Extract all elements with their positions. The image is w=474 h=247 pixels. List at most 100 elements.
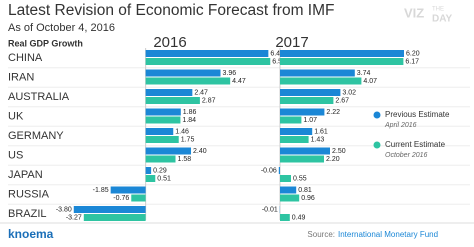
brand: knoema (8, 227, 54, 241)
bar (280, 214, 290, 221)
bar (280, 116, 302, 124)
bar (145, 89, 193, 96)
bar (280, 97, 334, 104)
logo-text: THE (432, 7, 444, 13)
bar (280, 108, 325, 116)
value-label: 1.43 (311, 137, 325, 144)
value-label: 2.22 (326, 109, 340, 116)
bar (145, 147, 192, 155)
bar (280, 128, 313, 135)
bar (145, 69, 221, 77)
value-label: Real GDP Growth (8, 38, 83, 48)
value-label: 6.59 (272, 59, 286, 66)
value-label: 4.07 (363, 78, 377, 85)
value-label: 1.61 (314, 129, 328, 136)
bar (278, 167, 280, 174)
value-label: 0.81 (298, 187, 312, 194)
legend-label: Current Estimate (385, 140, 446, 149)
bar (145, 58, 271, 65)
value-label: 2.40 (193, 148, 207, 155)
value-label: 3.02 (342, 90, 356, 97)
bar (145, 155, 176, 163)
logo-text: VIZ (404, 5, 424, 20)
bar (145, 77, 231, 85)
bar (280, 136, 309, 143)
bar (145, 175, 156, 182)
value-label: 0.51 (157, 176, 171, 183)
legend-marker (373, 111, 381, 119)
value-label: 2.47 (194, 90, 208, 97)
bar (280, 175, 291, 182)
legend-period: April 2016 (384, 122, 417, 129)
source: International Monetary Fund (338, 230, 438, 239)
bar (145, 128, 174, 135)
chart-title: Latest Revision of Economic Forecast fro… (8, 2, 334, 19)
value-label: 2.67 (335, 98, 349, 105)
value-label: -1.85 (93, 187, 109, 194)
value-label: 1.46 (175, 129, 189, 136)
bar (145, 50, 269, 57)
bar (280, 58, 404, 65)
category-label: JAPAN (8, 169, 43, 181)
bar (145, 116, 181, 124)
value-label: 0.49 (292, 215, 306, 222)
value-label: -0.76 (113, 195, 129, 202)
bar (145, 108, 181, 116)
value-label: 2.50 (332, 148, 346, 155)
value-label: 6.20 (406, 51, 420, 58)
value-label: 2.20 (326, 156, 340, 163)
panel-title: 2017 (275, 34, 308, 51)
category-label: UK (8, 110, 24, 122)
value-label: -0.06 (261, 168, 277, 175)
chart-subtitle: As of October 4, 2016 (8, 22, 115, 34)
source-label: Source: (307, 230, 335, 239)
logo-text: DAY (432, 14, 453, 25)
value-label: 1.86 (183, 109, 197, 116)
category-label: BRAZIL (8, 208, 47, 220)
value-label: 3.74 (357, 70, 371, 77)
bar (280, 77, 362, 85)
category-label: IRAN (8, 71, 34, 83)
value-label: 2.87 (202, 98, 216, 105)
category-label: AUSTRALIA (8, 91, 70, 103)
bar (73, 206, 146, 213)
bar (145, 136, 179, 143)
value-label: 1.07 (303, 117, 317, 124)
bar (280, 186, 297, 194)
bar (280, 89, 341, 96)
bar (280, 50, 404, 57)
legend-label: Previous Estimate (385, 110, 450, 119)
value-label: 6.49 (270, 51, 284, 58)
value-label: -3.27 (66, 215, 82, 222)
value-label: 1.75 (181, 137, 195, 144)
bar (83, 214, 146, 221)
bar (131, 194, 146, 202)
bar (280, 155, 324, 163)
value-label: 1.58 (178, 156, 192, 163)
value-label: 0.96 (301, 195, 315, 202)
logo: VIZ THE DAY (404, 5, 453, 24)
value-label: 6.17 (405, 59, 419, 66)
category-label: CHINA (8, 52, 43, 64)
bar (280, 147, 330, 155)
bar (110, 186, 146, 194)
bar (280, 69, 355, 77)
panel-title: 2016 (153, 34, 186, 51)
legend-marker (373, 141, 381, 149)
bar (145, 97, 200, 104)
value-label: 1.84 (182, 117, 196, 124)
value-label: 3.96 (223, 70, 237, 77)
bar (145, 167, 152, 174)
category-label: RUSSIA (8, 188, 50, 200)
category-label: GERMANY (8, 130, 64, 142)
value-label: -3.80 (56, 207, 72, 214)
bar (280, 194, 300, 202)
legend-period: October 2016 (385, 152, 428, 159)
value-label: 4.47 (232, 78, 246, 85)
value-label: 0.55 (293, 176, 307, 183)
value-label: -0.01 (262, 207, 278, 214)
category-label: US (8, 149, 23, 161)
value-label: 0.29 (153, 168, 167, 175)
